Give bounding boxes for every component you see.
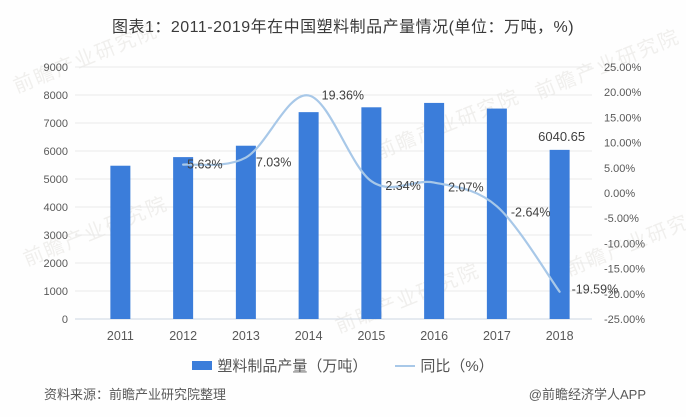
y-axis-tick-left: 8000 xyxy=(44,90,68,102)
y-axis-tick-left: 5000 xyxy=(44,174,68,186)
legend-item-yoy: 同比（%） xyxy=(395,355,494,376)
bar xyxy=(549,149,570,319)
y-axis-tick-left: 4000 xyxy=(44,202,68,214)
x-axis-label: 2018 xyxy=(546,329,574,343)
bar xyxy=(486,108,507,319)
x-axis-label: 2012 xyxy=(169,329,197,343)
y-axis-tick-right: -15.00% xyxy=(604,264,645,276)
bar-value-label: 6040.65 xyxy=(538,129,585,144)
y-axis-tick-left: 3000 xyxy=(44,230,68,242)
x-axis-label: 2017 xyxy=(483,329,511,343)
x-axis-label: 2014 xyxy=(295,329,323,343)
y-axis-tick-left: 9000 xyxy=(44,62,68,74)
y-axis-tick-left: 6000 xyxy=(44,146,68,158)
y-axis-tick-left: 0 xyxy=(62,314,68,326)
x-axis-label: 2016 xyxy=(420,329,448,343)
bar-series-swatch-icon xyxy=(192,361,213,370)
x-axis-label: 2015 xyxy=(357,329,385,343)
bar xyxy=(173,157,194,319)
line-value-label: 19.36% xyxy=(322,88,364,102)
line-value-label: 5.63% xyxy=(187,158,222,172)
footer: 资料来源：前瞻产业研究院整理 @前瞻经济学人APP xyxy=(44,384,646,403)
chart-title: 图表1：2011-2019年在中国塑料制品产量情况(单位：万吨，%) xyxy=(111,19,575,36)
bar xyxy=(298,112,319,319)
bar xyxy=(424,102,445,320)
legend-item-production: 塑料制品产量（万吨） xyxy=(192,355,367,376)
source-note: 资料来源：前瞻产业研究院整理 xyxy=(44,387,227,402)
bar xyxy=(110,165,131,319)
legend-label-yoy: 同比（%） xyxy=(420,358,494,375)
x-axis-label: 2011 xyxy=(107,329,134,343)
y-axis-tick-right: 10.00% xyxy=(604,138,642,150)
line-value-label: -19.59% xyxy=(572,283,619,297)
legend: 塑料制品产量（万吨） 同比（%） xyxy=(0,355,686,376)
bar xyxy=(235,145,256,319)
y-axis-tick-right: 0.00% xyxy=(604,188,635,200)
line-value-label: -2.64% xyxy=(511,205,551,219)
line-value-label: 2.07% xyxy=(448,181,483,195)
y-axis-tick-right: -20.00% xyxy=(604,289,645,301)
bar xyxy=(361,107,382,319)
y-axis-tick-right: -10.00% xyxy=(604,238,645,250)
y-axis-tick-left: 7000 xyxy=(44,118,68,130)
y-axis-tick-right: 15.00% xyxy=(604,112,642,124)
line-series-swatch-icon xyxy=(395,364,416,367)
x-axis-label: 2013 xyxy=(232,329,260,343)
y-axis-tick-right: -5.00% xyxy=(604,213,639,225)
y-axis-tick-right: 5.00% xyxy=(604,163,635,175)
line-value-label: 7.03% xyxy=(256,156,291,170)
legend-label-production: 塑料制品产量（万吨） xyxy=(217,358,368,375)
line-value-label: 2.34% xyxy=(385,179,420,193)
y-axis-tick-right: -25.00% xyxy=(604,314,645,326)
trend-line xyxy=(182,94,561,293)
y-axis-tick-right: 20.00% xyxy=(604,87,642,99)
y-axis-tick-left: 2000 xyxy=(44,258,68,270)
brand-credit: @前瞻经济学人APP xyxy=(528,387,646,402)
y-axis-tick-left: 1000 xyxy=(44,286,68,298)
y-axis-tick-right: 25.00% xyxy=(604,62,642,74)
